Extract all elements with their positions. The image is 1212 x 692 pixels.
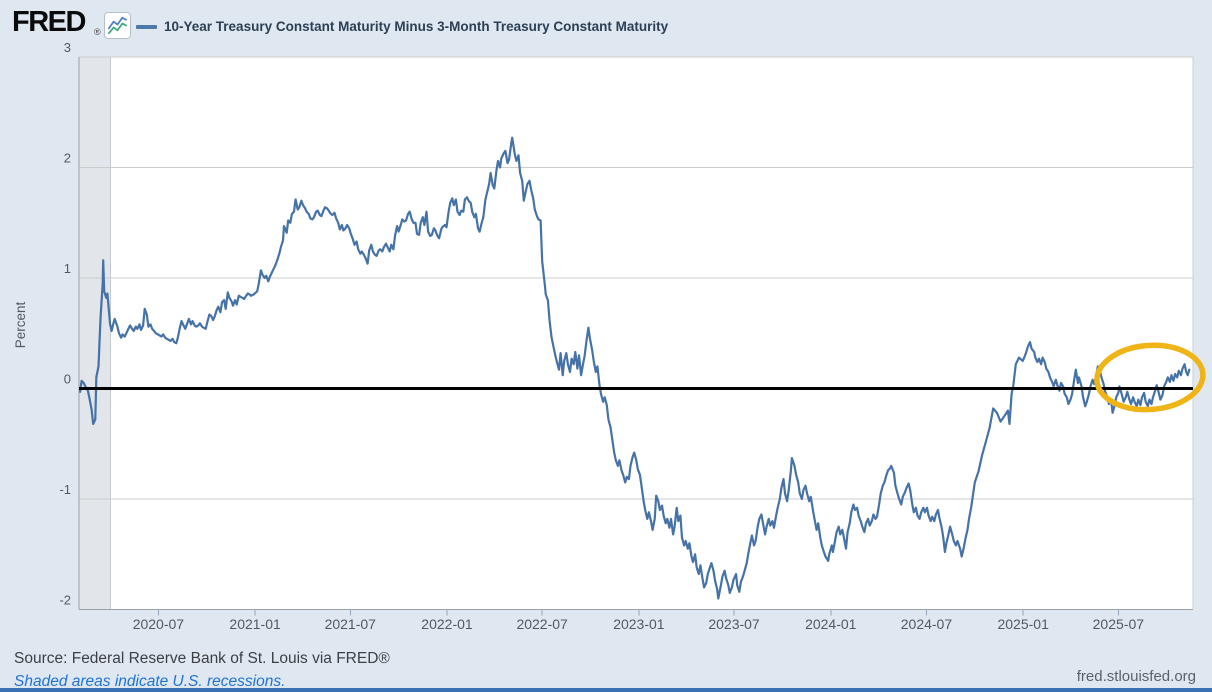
y-tick-label: -2 — [59, 593, 71, 608]
series-line — [78, 136, 1191, 600]
fred-logo[interactable]: FRED — [12, 6, 86, 38]
x-tick-label: 2024-01 — [805, 616, 857, 632]
y-axis-title: Percent — [13, 301, 28, 348]
x-tick-label: 2025-07 — [1093, 616, 1145, 632]
annotation-ellipse — [1094, 342, 1206, 413]
legend-series-dash — [136, 25, 157, 29]
x-tick-label: 2021-07 — [325, 616, 377, 632]
fred-site-domain: fred.stlouisfed.org — [1076, 668, 1196, 685]
plot-area[interactable] — [79, 57, 1193, 610]
x-tick-label: 2022-07 — [516, 616, 568, 632]
y-tick-label: 0 — [64, 372, 71, 387]
y-tick-label: 3 — [64, 40, 71, 55]
y-tick-label: 1 — [64, 261, 71, 276]
y-tick-label: -1 — [59, 482, 71, 497]
fred-logo-registered-mark: ® — [94, 27, 101, 37]
x-tick-label: 2023-07 — [708, 616, 760, 632]
x-tick-label: 2021-01 — [229, 616, 281, 632]
line-chart-icon — [107, 16, 128, 35]
legend-series-label: 10-Year Treasury Constant Maturity Minus… — [164, 19, 669, 34]
recession-band — [79, 57, 111, 610]
x-tick-label: 2022-01 — [421, 616, 473, 632]
fred-graph-icon — [104, 12, 131, 39]
recession-note-link[interactable]: Shaded areas indicate U.S. recessions. — [14, 673, 286, 690]
x-tick-label: 2023-01 — [613, 616, 665, 632]
x-tick-label: 2020-07 — [133, 616, 185, 632]
x-tick-label: 2024-07 — [901, 616, 953, 632]
bottom-accent-bar — [0, 688, 1212, 692]
source-attribution: Source: Federal Reserve Bank of St. Loui… — [14, 650, 390, 667]
y-tick-label: 2 — [64, 151, 71, 166]
x-tick-label: 2025-01 — [997, 616, 1049, 632]
